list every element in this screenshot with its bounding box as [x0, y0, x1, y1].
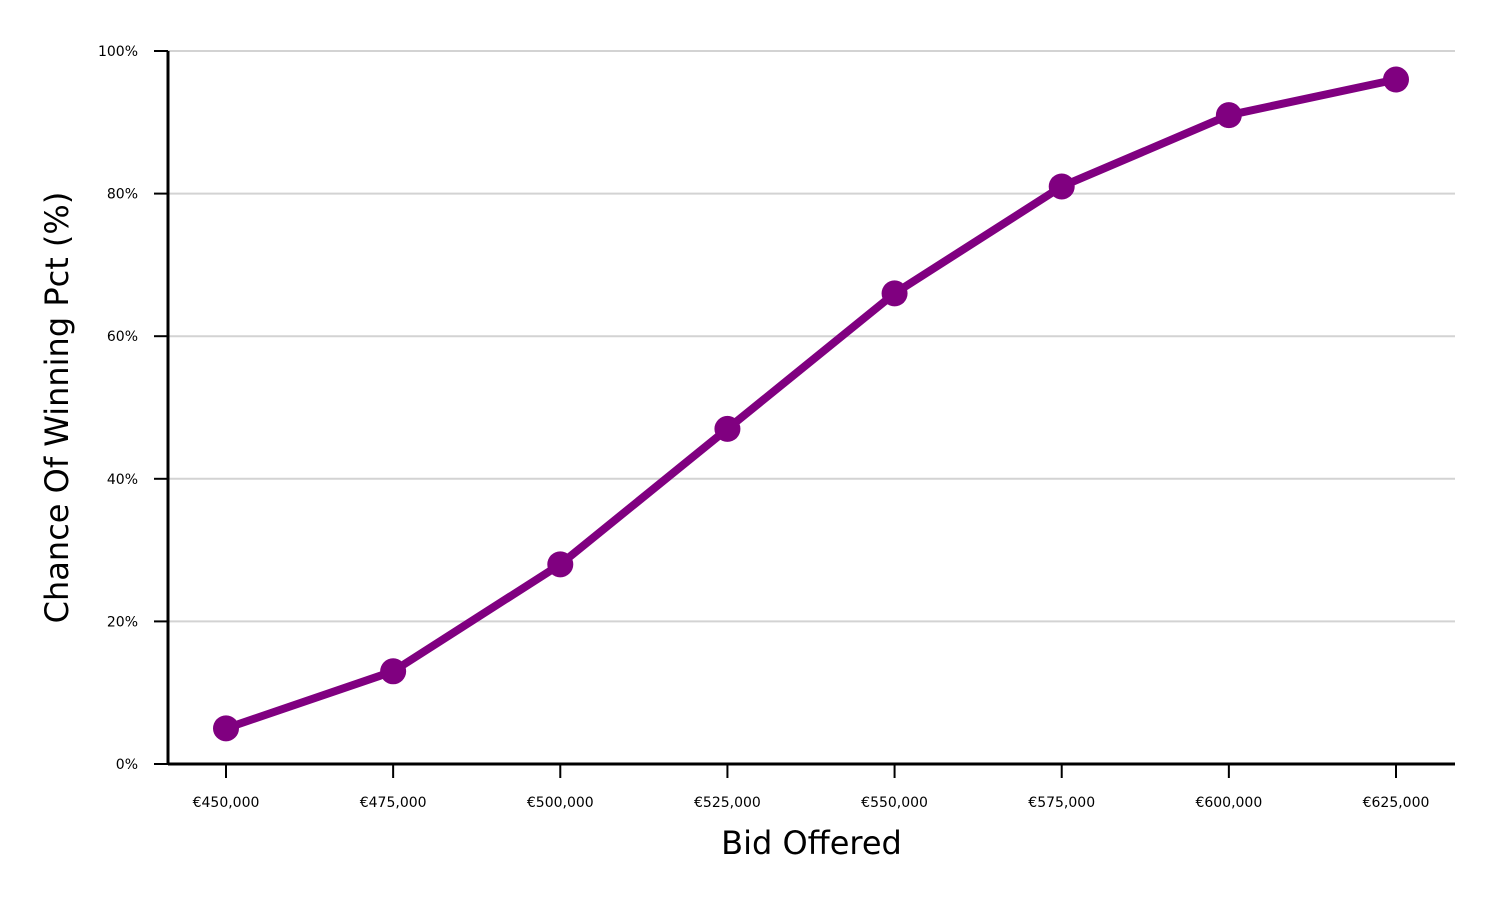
- y-axis-title: Chance Of Winning Pct (%): [38, 192, 76, 624]
- x-tick-label: €600,000: [1195, 795, 1262, 811]
- x-tick-label: €575,000: [1028, 795, 1095, 811]
- y-tick-label: 100%: [98, 44, 138, 60]
- x-tick-label: €550,000: [861, 795, 928, 811]
- y-tick-label: 80%: [107, 187, 138, 203]
- y-ticks: 0% 20% 40% 60% 80% 100%: [98, 44, 168, 773]
- series-line: [222, 75, 1400, 733]
- x-axis-title: Bid Offered: [721, 824, 902, 862]
- grid-lines: [168, 50, 1455, 623]
- series: [213, 66, 1409, 742]
- x-tick-label: €450,000: [193, 795, 260, 811]
- data-point: [714, 415, 741, 442]
- data-point: [547, 551, 574, 578]
- data-point: [213, 715, 239, 742]
- data-point: [1383, 66, 1409, 93]
- data-point: [1215, 102, 1242, 129]
- x-tick-label: €625,000: [1363, 795, 1430, 811]
- y-tick-label: 60%: [107, 329, 138, 345]
- x-tick-label: €500,000: [527, 795, 594, 811]
- data-point: [881, 280, 908, 307]
- x-ticks: €450,000 €475,000 €500,000 €525,000 €550,000…: [193, 764, 1430, 811]
- x-tick-label: €475,000: [360, 795, 427, 811]
- data-point: [380, 658, 407, 685]
- x-tick-label: €525,000: [694, 795, 761, 811]
- y-tick-label: 40%: [107, 472, 138, 488]
- data-point: [1048, 173, 1075, 200]
- y-tick-label: 20%: [107, 614, 138, 630]
- axes: [166, 51, 1455, 766]
- y-tick-label: 0%: [116, 757, 138, 773]
